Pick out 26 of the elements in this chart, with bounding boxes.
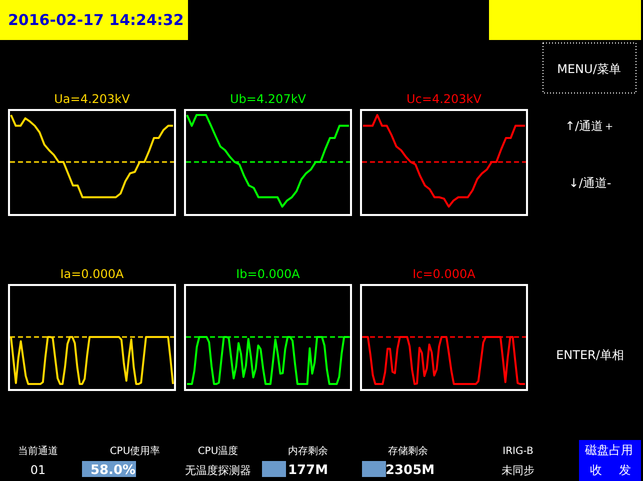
text: 发 [619, 463, 631, 477]
text: ENTER/单相 [556, 348, 624, 362]
text: 存储剩余 [388, 445, 428, 457]
text: ↑/通道＋ [564, 119, 616, 133]
text: 当前通道 [18, 445, 58, 457]
text: 2305M [385, 463, 435, 478]
text: 2016-02-17 14:24:32 [8, 11, 184, 29]
text: 177M [288, 463, 328, 478]
chart-title: Ib=0.000A [236, 267, 301, 281]
text: 58.0% [90, 463, 136, 478]
text: CPU温度 [198, 445, 238, 457]
chart-title: Ic=0.000A [412, 267, 476, 281]
text: 内存剩余 [288, 445, 328, 457]
text: CPU使用率 [110, 445, 160, 457]
chart-title: Uc=4.203kV [406, 92, 482, 106]
text: 磁盘占用 [584, 443, 633, 457]
text: 未同步 [502, 464, 534, 477]
text: ↓/通道- [568, 176, 612, 190]
chart-title: Ua=4.203kV [54, 92, 131, 106]
text: 无温度探测器 [185, 464, 251, 477]
chart-title: Ub=4.207kV [230, 92, 307, 106]
text: 收 [590, 463, 602, 477]
text: 01 [30, 463, 46, 477]
chart-title: Ia=0.000A [60, 267, 125, 281]
text: IRIG-B [502, 446, 534, 457]
text: MENU/菜单 [557, 62, 621, 76]
